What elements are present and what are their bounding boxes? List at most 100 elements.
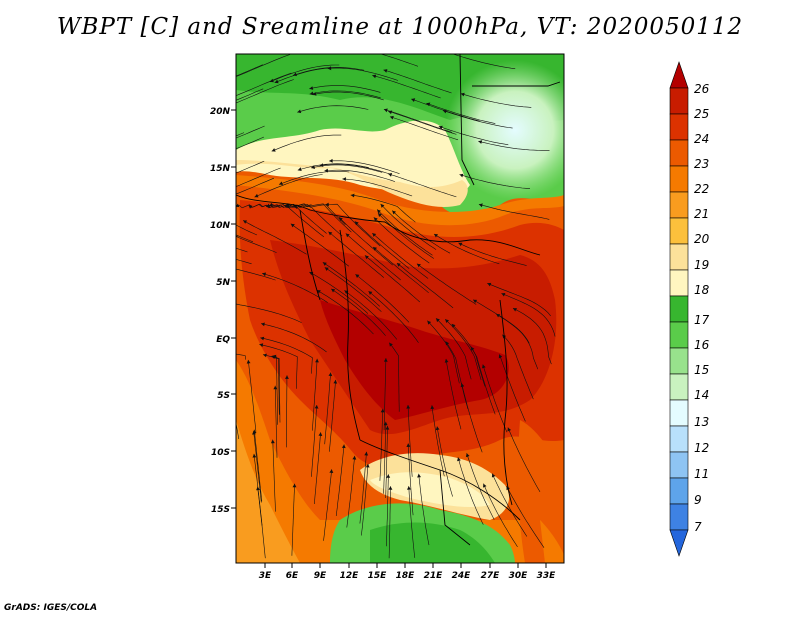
streamline [236, 79, 294, 104]
streamline-arrow [444, 358, 449, 363]
streamline-arrow [316, 290, 321, 294]
streamline-arrow [293, 72, 297, 77]
streamline [262, 273, 328, 303]
streamline-arrow [225, 97, 229, 101]
streamline-arrow [194, 209, 198, 213]
streamline-arrow [460, 92, 465, 97]
streamline [236, 224, 258, 236]
streamline [354, 221, 410, 269]
streamline-arrow [459, 173, 464, 178]
lat-labels: 20N 15N 10N 5N EQ 5S 10S 15S [210, 107, 231, 515]
lon-label: 6E [286, 571, 299, 581]
streamline [383, 109, 453, 133]
streamline [293, 203, 352, 233]
streamline [379, 408, 384, 481]
streamline-arrow [436, 318, 440, 323]
streamline-arrow [279, 181, 283, 185]
streamline-arrow [373, 217, 378, 222]
streamline-arrow [435, 426, 440, 431]
colorbar-swatch [669, 295, 689, 323]
streamline-arrow [319, 163, 324, 167]
streamline-arrow [372, 233, 377, 237]
streamline-arrow [329, 158, 333, 163]
colorbar-label: 26 [694, 82, 710, 96]
streamline-arrow [513, 308, 517, 312]
streamline [388, 486, 391, 559]
streamline-arrow [324, 267, 329, 271]
streamline [435, 318, 472, 380]
streamline-arrow [262, 272, 267, 277]
streamline [383, 358, 387, 431]
streamline-arrow [329, 469, 334, 473]
colorbar-swatch [669, 373, 689, 401]
streamline [487, 283, 551, 317]
streamline-arrow [345, 233, 350, 238]
wbpt-field [176, 54, 564, 563]
map-ticks [231, 109, 547, 568]
streamline [457, 457, 484, 525]
colorbar: 26 25 24 23 22 21 20 19 18 17 16 15 14 1… [669, 61, 710, 557]
lat-label: 5N [216, 278, 230, 288]
streamline-arrow [176, 152, 180, 156]
streamline [236, 88, 264, 101]
lat-label: 10N [210, 221, 231, 231]
streamline [359, 451, 367, 524]
streamline [407, 443, 414, 516]
streamline [266, 204, 325, 238]
streamline [323, 469, 332, 541]
lat-label: 15S [211, 505, 230, 515]
streamline-arrow [368, 291, 373, 295]
streamline [324, 267, 382, 312]
colorbar-swatch [669, 217, 689, 245]
streamline-arrow [331, 288, 336, 293]
streamline-arrow [487, 282, 492, 287]
streamline-arrow [274, 79, 279, 84]
streamline-arrow [266, 203, 271, 208]
colorbar-label: 11 [694, 467, 709, 481]
streamline [461, 383, 483, 453]
streamline-arrow [406, 405, 411, 409]
streamline-arrow [364, 255, 369, 260]
streamline-arrow [496, 314, 501, 318]
streamline [512, 307, 552, 365]
streamline [309, 90, 381, 99]
streamline [236, 160, 265, 174]
streamline-arrow [341, 444, 346, 449]
streamline-arrow [309, 86, 314, 90]
streamline [460, 93, 532, 108]
streamline [388, 342, 400, 412]
streamline-arrow [322, 262, 327, 266]
streamline [507, 427, 541, 493]
streamline [329, 160, 400, 174]
streamline-arrow [260, 336, 265, 341]
streamline-arrow [383, 108, 388, 113]
streamline [236, 268, 276, 281]
streamline [502, 334, 534, 400]
streamline-arrow [256, 486, 260, 491]
streamline [372, 75, 441, 99]
streamline-arrow [285, 375, 289, 379]
streamline [271, 355, 281, 423]
colorbar-label: 15 [694, 363, 709, 377]
streamline-arrow [385, 426, 390, 430]
colorbar-swatch [669, 425, 689, 453]
colorbar-label: 20 [694, 232, 710, 246]
streamline [236, 167, 281, 187]
streamline [431, 405, 445, 477]
streamline [478, 140, 550, 151]
colorbar-label: 9 [694, 493, 702, 507]
streamline [385, 425, 388, 499]
streamline-arrow [364, 451, 369, 456]
streamline-arrow [407, 486, 411, 490]
streamline [438, 126, 509, 146]
lat-label: 5S [217, 391, 230, 401]
lon-label: 12E [340, 571, 360, 581]
streamline-arrow [457, 457, 461, 462]
colorbar-swatch [669, 347, 689, 375]
streamline [458, 242, 527, 266]
streamline [254, 174, 323, 198]
streamline [324, 372, 331, 445]
streamline-arrow [214, 192, 218, 196]
streamline-arrow [378, 213, 382, 217]
streamline [291, 483, 295, 556]
